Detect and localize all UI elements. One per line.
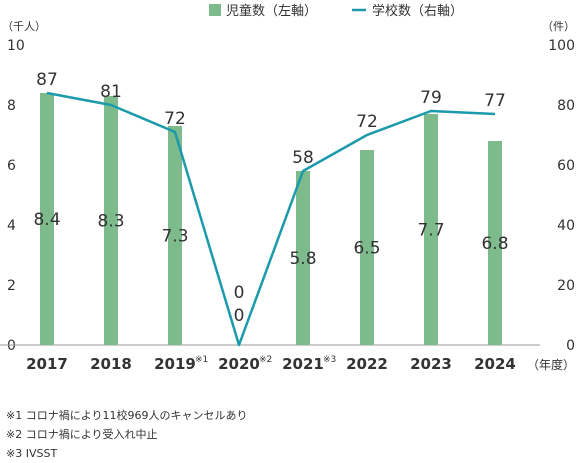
x-tick-label: 2023 [410, 355, 452, 373]
bar-value-label: 6.8 [481, 234, 508, 254]
x-tick-label: 2020 [218, 355, 260, 373]
bar-value-label: 7.7 [417, 221, 444, 241]
left-tick-label: 4 [7, 218, 16, 234]
left-axis-unit: （千人） [2, 20, 46, 33]
right-tick-label: 20 [557, 278, 575, 294]
x-tick-label: 2017 [26, 355, 68, 373]
x-tick-label: 2022 [346, 355, 388, 373]
bar-value-label: 8.4 [33, 210, 60, 230]
x-tick-superscript: ※1 [195, 355, 208, 365]
line-value-label: 77 [484, 91, 506, 111]
left-tick-label: 6 [7, 158, 16, 174]
x-tick-label: 2021 [282, 355, 324, 373]
line-value-label: 0 [234, 283, 245, 303]
line-value-label: 87 [36, 70, 58, 90]
line-series-schools [46, 91, 496, 347]
right-tick-label: 60 [557, 158, 575, 174]
left-tick-label: 8 [7, 98, 16, 114]
left-tick-label: 2 [7, 278, 16, 294]
right-axis-unit: （件） [542, 20, 575, 33]
left-tick-label: 10 [7, 38, 25, 54]
x-tick-label: 2024 [474, 355, 516, 373]
legend-label-bars: 児童数（左軸） [226, 3, 317, 19]
x-tick-superscript: ※3 [323, 355, 336, 365]
legend-label-line: 学校数（右軸） [372, 3, 463, 19]
bar [488, 141, 502, 345]
line-value-label: 72 [164, 109, 186, 129]
bar [104, 96, 118, 345]
line-value-label: 58 [292, 148, 314, 168]
bar-value-label: 8.3 [97, 212, 124, 232]
right-tick-label: 0 [566, 338, 575, 354]
line-value-label: 81 [100, 82, 122, 102]
x-axis-unit: （年度） [527, 357, 575, 372]
x-tick-label: 2019 [154, 355, 196, 373]
bar [360, 150, 374, 345]
bar-value-label: 7.3 [161, 227, 188, 247]
line-value-label: 79 [420, 88, 442, 108]
footnotes: ※1 コロナ禍により11校969人のキャンセルあり ※2 コロナ禍により受入れ中… [6, 406, 247, 463]
bar [40, 93, 54, 345]
bar [168, 126, 182, 345]
bar [296, 171, 310, 345]
footnote-3: ※3 IVSST [6, 447, 58, 460]
bar-value-label: 0 [234, 306, 245, 326]
left-tick-label: 0 [7, 338, 16, 354]
right-tick-label: 100 [548, 38, 575, 54]
line-value-label: 72 [356, 112, 378, 132]
bar-value-label: 5.8 [289, 249, 316, 269]
bar [424, 114, 438, 345]
right-tick-label: 80 [557, 98, 575, 114]
x-tick-superscript: ※2 [259, 355, 272, 365]
legend-swatch-bars [209, 4, 221, 16]
bar-value-label: 6.5 [353, 239, 380, 259]
right-tick-label: 40 [557, 218, 575, 234]
footnote-1: ※1 コロナ禍により11校969人のキャンセルあり [6, 409, 248, 422]
footnote-2: ※2 コロナ禍により受入れ中止 [6, 428, 158, 441]
x-tick-label: 2018 [90, 355, 132, 373]
